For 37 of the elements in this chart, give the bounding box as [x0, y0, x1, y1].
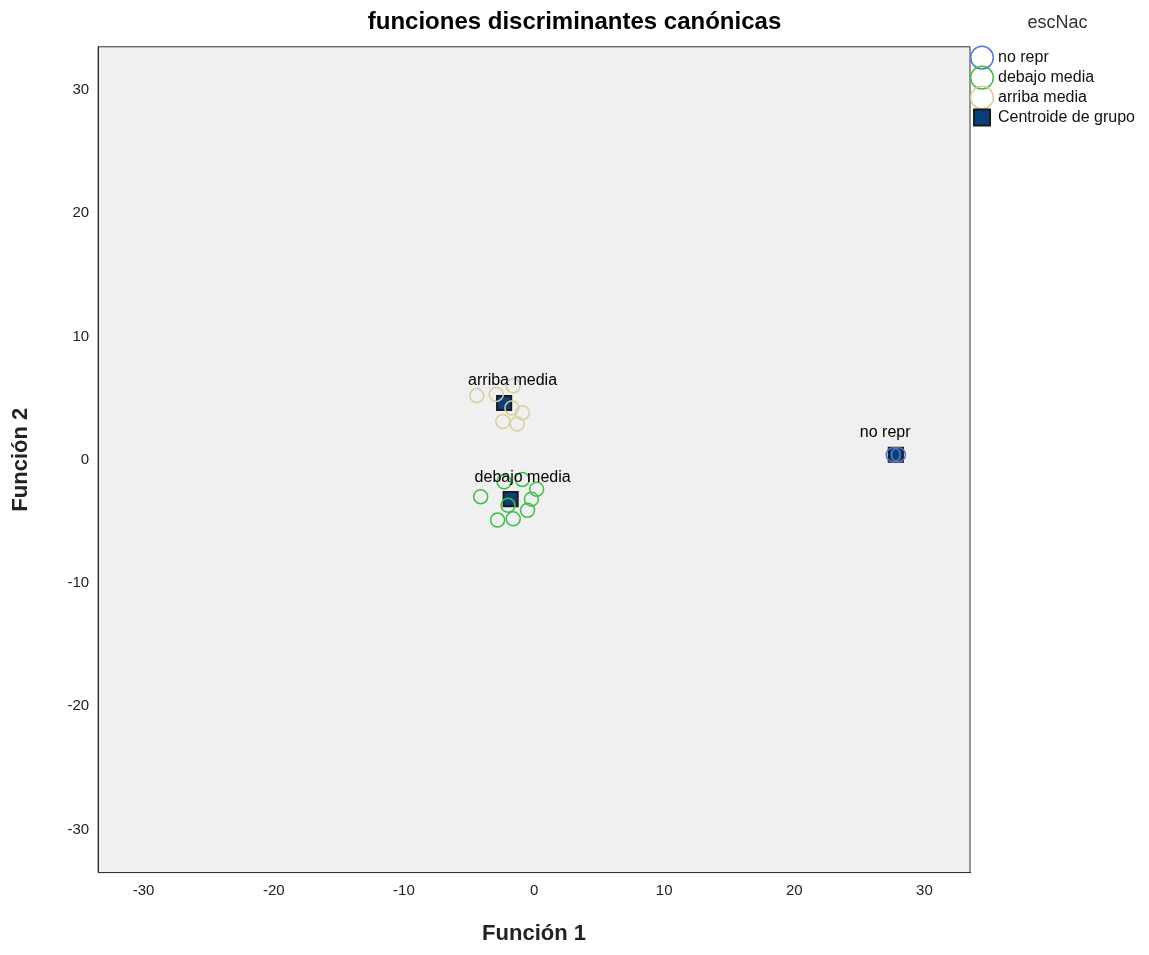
y-tick-label: 20 [72, 203, 90, 221]
y-tick-label: 30 [72, 80, 90, 98]
point [514, 405, 531, 421]
point [504, 400, 520, 416]
point [489, 512, 506, 528]
y-tick-label: -10 [67, 573, 90, 591]
point [472, 488, 489, 505]
point [495, 413, 511, 430]
x-tick-label: 0 [529, 880, 539, 898]
legend-label: Centroide de grupo [998, 108, 1136, 126]
point [509, 416, 525, 432]
x-tick-label: 10 [655, 880, 673, 898]
x-tick-label: 20 [785, 880, 803, 898]
annotation: arriba media [468, 371, 558, 389]
point [523, 491, 540, 507]
x-tick-label: -30 [132, 880, 155, 898]
point [469, 387, 485, 404]
y-tick-label: -30 [67, 819, 90, 837]
point [488, 386, 505, 403]
x-tick-label: -10 [393, 880, 415, 898]
legend-label: debajo media [998, 68, 1095, 86]
y-tick-label: -20 [67, 696, 90, 714]
point [505, 511, 521, 527]
point [528, 481, 545, 498]
y-tick-label: 0 [80, 449, 90, 467]
legend-label: arriba media [998, 88, 1088, 106]
legend-title: escNac [1027, 11, 1088, 32]
y-tick-label: 10 [72, 326, 90, 344]
annotation: no repr [859, 423, 912, 441]
y-axis-title: Función 2 [7, 407, 33, 512]
x-tick-label: -20 [262, 880, 285, 898]
point [500, 497, 516, 514]
x-axis-title: Función 1 [482, 919, 586, 945]
x-tick-label: 30 [916, 880, 933, 898]
point [519, 502, 536, 518]
legend-label: no repr [998, 48, 1050, 66]
chart-title: funciones discriminantes canónicas [367, 7, 782, 35]
